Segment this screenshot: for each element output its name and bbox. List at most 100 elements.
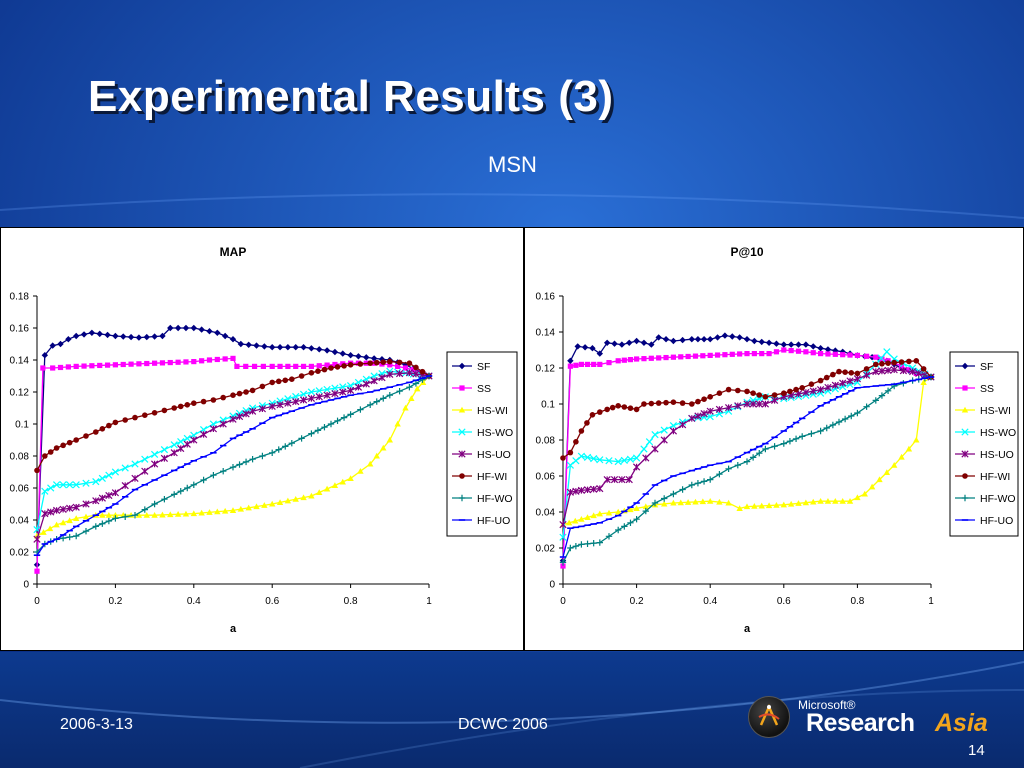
- data-point: [72, 481, 80, 489]
- data-point: [724, 403, 733, 412]
- data-point: [190, 324, 197, 332]
- data-point: [773, 349, 780, 355]
- data-point: [749, 454, 757, 461]
- data-point: [655, 400, 662, 406]
- data-point: [707, 352, 713, 358]
- data-point: [183, 434, 191, 443]
- data-point: [694, 412, 702, 420]
- data-point: [112, 332, 119, 340]
- data-point: [781, 390, 787, 396]
- data-point: [876, 476, 883, 483]
- legend-label: SS: [477, 383, 491, 395]
- data-point: [88, 329, 96, 336]
- data-point: [236, 390, 243, 397]
- data-point: [572, 457, 580, 465]
- data-point: [583, 486, 592, 494]
- data-point: [174, 324, 182, 332]
- data-point: [184, 484, 191, 492]
- data-point: [282, 443, 289, 450]
- data-point: [105, 491, 113, 500]
- data-point: [758, 502, 765, 509]
- data-point: [799, 433, 806, 440]
- data-point: [92, 477, 100, 486]
- data-point: [307, 394, 316, 403]
- data-point: [59, 505, 67, 513]
- data-point: [261, 502, 268, 508]
- x-axis-label: a: [230, 623, 237, 635]
- data-point: [596, 484, 604, 493]
- data-point: [331, 482, 339, 488]
- data-point: [627, 506, 634, 513]
- series-hf-wi: [34, 358, 432, 474]
- y-tick-label: 0.02: [536, 544, 556, 555]
- data-point: [808, 381, 815, 387]
- data-point: [621, 357, 627, 363]
- data-point: [199, 430, 208, 439]
- data-point: [751, 503, 758, 509]
- legend-marker: [961, 362, 969, 370]
- data-point: [669, 427, 678, 435]
- legend-label: HS-WI: [477, 405, 508, 417]
- data-point: [395, 363, 401, 369]
- data-point: [830, 371, 836, 378]
- data-point: [41, 509, 49, 518]
- data-point: [413, 364, 419, 371]
- data-point: [734, 402, 742, 410]
- legend-label: HF-WI: [980, 471, 1010, 483]
- data-point: [321, 424, 328, 431]
- data-point: [419, 368, 426, 375]
- series-hs-uo: [559, 366, 935, 529]
- data-point: [793, 386, 799, 393]
- data-point: [160, 445, 169, 454]
- data-point: [840, 352, 846, 358]
- data-point: [824, 383, 832, 392]
- data-point: [121, 464, 129, 472]
- data-point: [331, 389, 339, 398]
- x-tick-label: 0.2: [630, 596, 644, 607]
- data-point: [799, 385, 805, 391]
- data-point: [346, 386, 355, 395]
- data-point: [706, 412, 714, 421]
- y-tick-label: 0.16: [536, 292, 556, 303]
- data-point: [873, 354, 879, 360]
- data-point: [73, 332, 80, 340]
- data-point: [648, 355, 654, 361]
- data-point: [200, 476, 207, 484]
- data-point: [879, 361, 885, 367]
- data-point: [618, 475, 626, 484]
- data-point: [175, 359, 181, 365]
- data-point: [370, 355, 378, 362]
- data-point: [198, 326, 205, 333]
- data-point: [751, 351, 757, 357]
- data-point: [315, 393, 323, 401]
- data-point: [308, 492, 315, 499]
- data-point: [780, 341, 787, 348]
- data-point: [559, 520, 567, 529]
- data-point: [677, 499, 684, 506]
- data-point: [141, 467, 149, 475]
- data-point: [261, 343, 268, 350]
- data-point: [603, 339, 611, 346]
- data-point: [73, 363, 79, 369]
- data-point: [151, 512, 158, 518]
- data-point: [363, 354, 370, 361]
- data-point: [308, 430, 315, 437]
- data-point: [714, 352, 721, 358]
- data-point: [590, 512, 597, 519]
- data-point: [42, 453, 48, 459]
- data-point: [315, 368, 321, 374]
- data-point: [327, 420, 335, 428]
- data-point: [729, 333, 736, 340]
- legend: SF SS HS-WI HS-WO HS-UO HF-WI HF-WO HF-UO: [446, 351, 518, 537]
- data-point: [412, 370, 420, 378]
- data-point: [590, 485, 598, 493]
- y-tick-label: 0.16: [10, 324, 30, 335]
- data-point: [670, 399, 677, 405]
- research-asia-logo-icon: [748, 696, 790, 738]
- data-point: [308, 370, 315, 376]
- legend-label: HF-WI: [477, 471, 507, 483]
- data-point: [721, 332, 729, 339]
- data-point: [347, 411, 354, 418]
- data-point: [237, 340, 245, 348]
- data-point: [642, 503, 649, 510]
